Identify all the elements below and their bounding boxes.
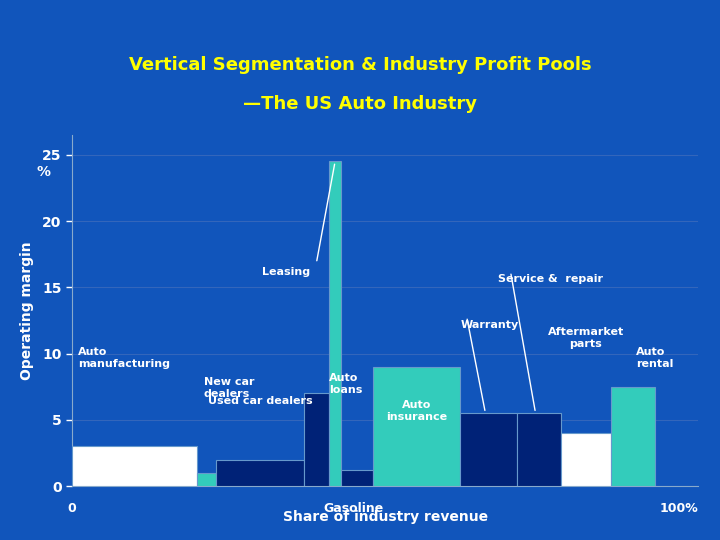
- Text: Leasing: Leasing: [262, 267, 310, 278]
- Text: 100%: 100%: [660, 502, 698, 515]
- Bar: [460, 413, 517, 486]
- Text: Vertical Segmentation & Industry Profit Pools: Vertical Segmentation & Industry Profit …: [129, 56, 591, 75]
- Bar: [341, 470, 373, 486]
- Bar: [329, 161, 341, 486]
- Text: New car
dealers: New car dealers: [204, 377, 254, 399]
- Bar: [561, 433, 611, 486]
- Bar: [304, 393, 329, 486]
- Text: 0: 0: [68, 502, 76, 515]
- Bar: [216, 460, 304, 486]
- Text: Gasoline: Gasoline: [324, 502, 384, 515]
- Bar: [611, 387, 654, 486]
- Text: Service &  repair: Service & repair: [498, 274, 603, 284]
- Text: Warranty: Warranty: [460, 320, 518, 330]
- Y-axis label: Operating margin: Operating margin: [19, 241, 34, 380]
- Bar: [72, 446, 197, 486]
- Text: Used car dealers: Used car dealers: [207, 396, 312, 406]
- Text: Auto
manufacturing: Auto manufacturing: [78, 347, 170, 368]
- Text: Auto
loans: Auto loans: [329, 374, 362, 395]
- Text: Aftermarket
parts: Aftermarket parts: [547, 327, 624, 349]
- Text: %: %: [36, 165, 50, 179]
- Bar: [197, 472, 216, 486]
- Text: Share of industry revenue: Share of industry revenue: [283, 510, 487, 524]
- Text: Auto
rental: Auto rental: [636, 347, 673, 368]
- Bar: [373, 367, 460, 486]
- Text: Auto
insurance: Auto insurance: [386, 400, 447, 422]
- Bar: [517, 413, 561, 486]
- Text: —The US Auto Industry: —The US Auto Industry: [243, 95, 477, 113]
